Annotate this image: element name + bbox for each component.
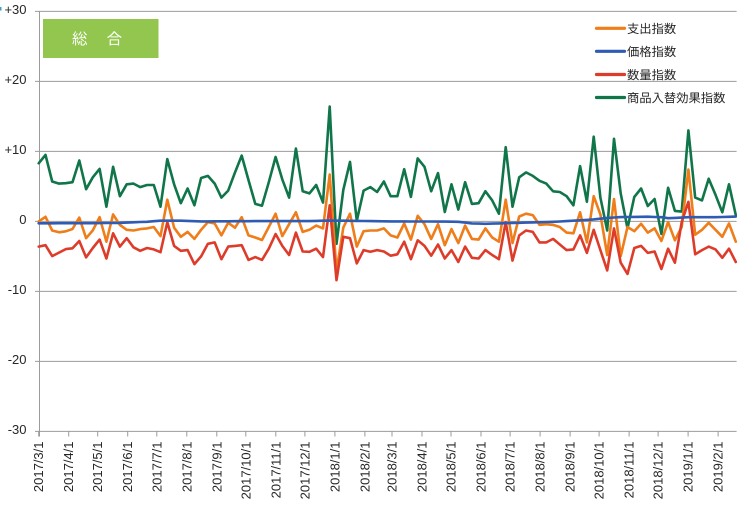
svg-text:+10: +10 [4, 142, 26, 157]
svg-text:2017/11/1: 2017/11/1 [268, 442, 283, 499]
svg-text:2017/6/1: 2017/6/1 [120, 442, 135, 493]
svg-text:0: 0 [19, 212, 26, 227]
svg-text:+20: +20 [4, 72, 26, 87]
svg-text:2017/5/1: 2017/5/1 [90, 442, 105, 493]
svg-text:2017/4/1: 2017/4/1 [61, 442, 76, 493]
svg-text:2017/3/1: 2017/3/1 [31, 442, 46, 493]
svg-text:+30: +30 [4, 2, 26, 17]
svg-text:-20: -20 [8, 352, 27, 367]
svg-text:2018/2/1: 2018/2/1 [357, 442, 372, 493]
svg-text:-10: -10 [8, 282, 27, 297]
svg-text:2019/2/1: 2019/2/1 [711, 442, 726, 493]
svg-text:2018/4/1: 2018/4/1 [415, 442, 430, 493]
svg-text:2018/11/1: 2018/11/1 [622, 442, 637, 499]
svg-text:2018/12/1: 2018/12/1 [651, 442, 666, 500]
svg-text:-30: -30 [8, 422, 27, 437]
svg-text:2018/6/1: 2018/6/1 [474, 442, 489, 493]
svg-text:2019/1/1: 2019/1/1 [681, 442, 696, 493]
svg-text:2018/1/1: 2018/1/1 [327, 442, 342, 493]
svg-text:2018/3/1: 2018/3/1 [385, 442, 400, 493]
svg-text:2018/5/1: 2018/5/1 [444, 442, 459, 493]
svg-text:2017/10/1: 2017/10/1 [238, 442, 253, 500]
svg-text:2018/10/1: 2018/10/1 [592, 442, 607, 500]
svg-text:2017/8/1: 2017/8/1 [179, 442, 194, 493]
svg-text:2017/9/1: 2017/9/1 [209, 442, 224, 493]
svg-text:2017/7/1: 2017/7/1 [149, 442, 164, 493]
svg-text:2018/8/1: 2018/8/1 [533, 442, 548, 493]
svg-text:2018/7/1: 2018/7/1 [503, 442, 518, 493]
svg-text:2017/12/1: 2017/12/1 [297, 442, 312, 500]
svg-text:2018/9/1: 2018/9/1 [563, 442, 578, 493]
